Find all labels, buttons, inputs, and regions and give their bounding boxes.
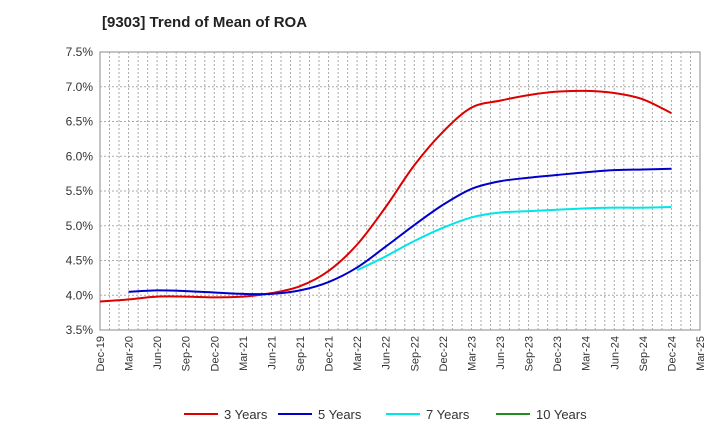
legend: 3 Years 5 Years 7 Years 10 Years	[184, 407, 587, 422]
x-tick-label: Dec-23	[552, 336, 564, 371]
series-lines	[99, 89, 672, 303]
y-tick-label: 4.0%	[66, 288, 94, 302]
x-tick-label: Mar-20	[124, 336, 136, 371]
y-tick-label: 7.5%	[66, 45, 94, 59]
x-axis: Dec-19 Mar-20 Jun-20 Sep-20 Dec-20 Mar-21 Jun-…	[95, 336, 707, 371]
y-axis: 3.5% 4.0% 4.5% 5.0% 5.5% 6.0% 6.5% 7.0% 7.5%	[66, 45, 94, 337]
x-tick-label: Jun-24	[609, 336, 621, 370]
y-tick-label: 6.5%	[66, 115, 94, 129]
series-line-2	[128, 167, 672, 296]
x-tick-label: Mar-24	[581, 336, 593, 371]
y-tick-label: 3.5%	[66, 323, 94, 337]
legend-label: 3 Years	[224, 407, 268, 422]
x-tick-label: Jun-21	[266, 336, 278, 370]
x-tick-label: Dec-24	[666, 336, 678, 371]
x-tick-label: Sep-22	[409, 336, 421, 371]
x-tick-label: Jun-22	[381, 336, 393, 370]
x-tick-label: Mar-25	[695, 336, 707, 371]
legend-label: 5 Years	[318, 407, 362, 422]
y-tick-label: 5.0%	[66, 219, 94, 233]
x-tick-label: Sep-20	[181, 336, 193, 371]
grid-lines	[100, 52, 700, 330]
x-tick-label: Dec-21	[324, 336, 336, 371]
x-tick-label: Sep-24	[638, 336, 650, 371]
x-tick-label: Jun-20	[152, 336, 164, 370]
series-line-3	[356, 205, 672, 272]
legend-label: 7 Years	[426, 407, 470, 422]
y-tick-label: 6.0%	[66, 149, 94, 163]
x-tick-label: Mar-21	[238, 336, 250, 371]
y-tick-label: 7.0%	[66, 80, 94, 94]
x-tick-label: Sep-21	[295, 336, 307, 371]
x-tick-label: Dec-22	[438, 336, 450, 371]
legend-label: 10 Years	[536, 407, 587, 422]
x-tick-label: Dec-19	[95, 336, 107, 371]
chart-title: [9303] Trend of Mean of ROA	[102, 14, 308, 31]
series-line-1	[99, 89, 672, 303]
x-tick-label: Mar-23	[466, 336, 478, 371]
x-tick-label: Dec-20	[209, 336, 221, 371]
y-tick-label: 5.5%	[66, 184, 94, 198]
x-tick-label: Sep-23	[524, 336, 536, 371]
x-tick-label: Jun-23	[495, 336, 507, 370]
y-tick-label: 4.5%	[66, 254, 94, 268]
x-tick-label: Mar-22	[352, 336, 364, 371]
